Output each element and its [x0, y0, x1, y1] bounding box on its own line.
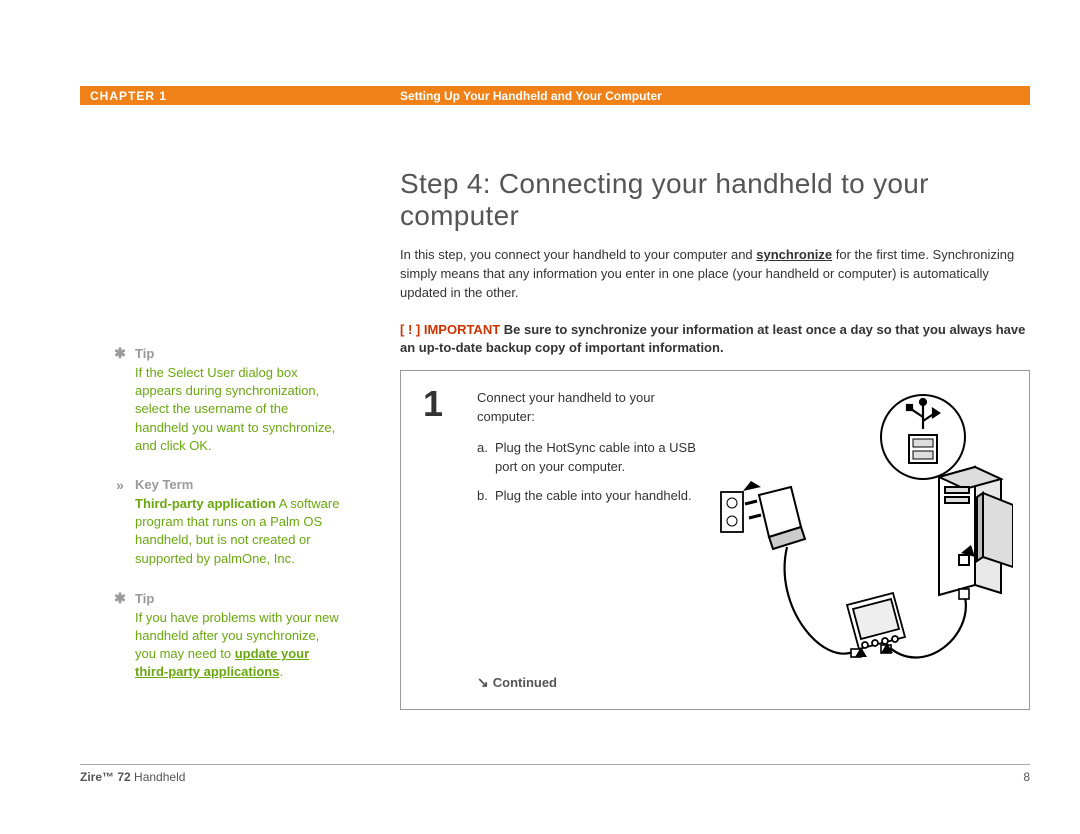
substep-a-text: Plug the HotSync cable into a USB port o…	[495, 439, 707, 477]
substep-b-label: b.	[477, 487, 495, 506]
substep-b: b. Plug the cable into your handheld.	[477, 487, 707, 506]
continued-label: Continued	[493, 675, 557, 690]
synchronize-link[interactable]: synchronize	[756, 247, 832, 262]
tip-block-2: ✱ Tip If you have problems with your new…	[113, 590, 343, 682]
keyterm-block: » Key Term Third-party application A sof…	[113, 477, 343, 568]
connection-diagram	[713, 387, 1013, 687]
page-footer: Zire™ 72 Handheld 8	[80, 764, 1030, 784]
tip2-body-2: .	[279, 664, 283, 679]
important-label: IMPORTANT	[424, 322, 500, 337]
tip-heading: Tip	[135, 346, 154, 361]
tip2-body: If you have problems with your new handh…	[135, 609, 343, 682]
chevrons-icon: »	[113, 477, 127, 493]
page-title: Step 4: Connecting your handheld to your…	[400, 168, 1030, 232]
chapter-header-bar: CHAPTER 1 Setting Up Your Handheld and Y…	[80, 86, 1030, 105]
substep-b-text: Plug the cable into your handheld.	[495, 487, 692, 506]
footer-product-bold: Zire™ 72	[80, 770, 131, 784]
page-number: 8	[1023, 770, 1030, 784]
substep-a: a. Plug the HotSync cable into a USB por…	[477, 439, 707, 477]
keyterm-heading: Key Term	[135, 477, 193, 492]
tip-block-1: ✱ Tip If the Select User dialog box appe…	[113, 345, 343, 455]
asterisk-icon: ✱	[113, 345, 127, 362]
step-number: 1	[423, 383, 443, 425]
important-note: [ ! ] IMPORTANT Be sure to synchronize y…	[400, 321, 1030, 359]
tip-heading: Tip	[135, 591, 154, 606]
asterisk-icon: ✱	[113, 590, 127, 607]
footer-product-rest: Handheld	[131, 770, 186, 784]
important-bracket-icon: [ ! ]	[400, 322, 420, 337]
tip1-body: If the Select User dialog box appears du…	[135, 364, 343, 455]
main-content: Step 4: Connecting your handheld to your…	[400, 168, 1030, 710]
footer-product: Zire™ 72 Handheld	[80, 770, 185, 784]
intro-1: In this step, you connect your handheld …	[400, 247, 756, 262]
continued-indicator: ↘ Continued	[477, 674, 557, 691]
section-title: Setting Up Your Handheld and Your Comput…	[400, 89, 662, 103]
step-box: 1 Connect your handheld to your computer…	[400, 370, 1030, 710]
continued-arrow-icon: ↘	[477, 674, 489, 691]
chapter-label: CHAPTER 1	[80, 89, 167, 103]
step-lead: Connect your handheld to your computer:	[477, 389, 707, 427]
sidebar: ✱ Tip If the Select User dialog box appe…	[113, 345, 343, 703]
keyterm-body: Third-party application A software progr…	[135, 495, 343, 568]
keyterm-term: Third-party application	[135, 496, 276, 511]
intro-paragraph: In this step, you connect your handheld …	[400, 246, 1030, 303]
step-instructions: Connect your handheld to your computer: …	[477, 389, 707, 505]
substep-a-label: a.	[477, 439, 495, 477]
